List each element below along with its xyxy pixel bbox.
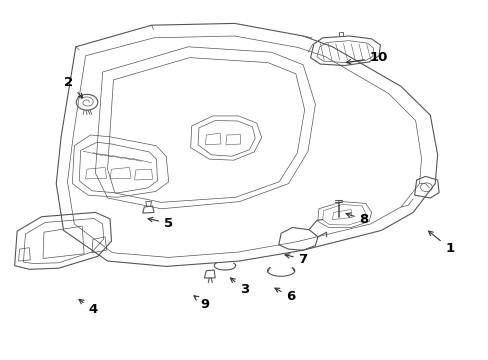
Text: 8: 8	[346, 213, 368, 226]
Text: 5: 5	[148, 217, 173, 230]
Text: 10: 10	[346, 51, 387, 64]
Text: 9: 9	[194, 296, 209, 311]
Text: 3: 3	[230, 278, 248, 296]
Text: 1: 1	[427, 231, 453, 255]
Text: 7: 7	[285, 253, 307, 266]
Text: 6: 6	[274, 288, 295, 303]
Text: 4: 4	[79, 300, 97, 316]
Text: 2: 2	[64, 76, 82, 98]
